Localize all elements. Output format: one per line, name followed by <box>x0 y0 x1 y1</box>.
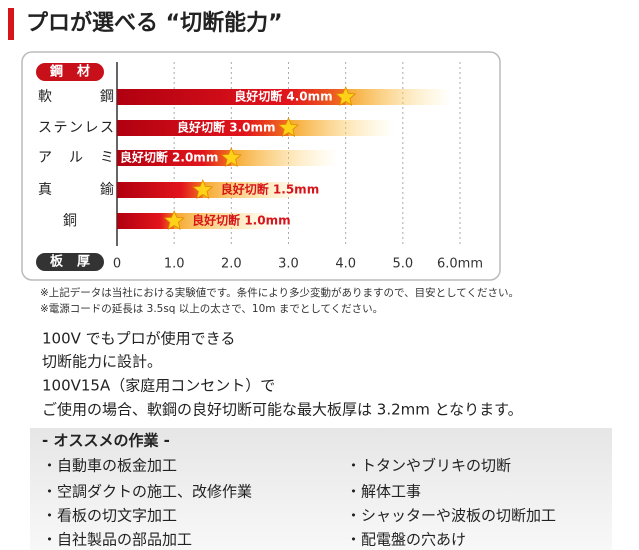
recommend-item: ・看板の切文字加工 <box>42 507 177 525</box>
value-label: 良好切断 1.0mm <box>192 213 290 228</box>
description: 100V15A（家庭用コンセント）で <box>42 377 275 395</box>
x-tick-label: 5.0 <box>392 257 413 272</box>
bar-glow <box>227 150 338 166</box>
bar <box>117 182 203 198</box>
description: 切断能力に設計。 <box>42 353 162 371</box>
x-tick-label: 4.0 <box>335 257 356 272</box>
star <box>192 178 214 199</box>
recommend-box <box>30 428 612 550</box>
x-tick-label: 3.0 <box>278 257 299 272</box>
recommend-item: ・解体工事 <box>346 483 421 501</box>
y-tick-label: 銅 <box>63 213 77 229</box>
bar-glow <box>284 120 395 136</box>
bar-glow <box>170 213 281 229</box>
title-accent <box>8 8 14 40</box>
note: ※電源コードの延長は 3.5sq 以上の太さで、10m までとしてください。 <box>40 302 383 315</box>
recommend-item: ・シャッターや波板の切断加工 <box>346 507 556 525</box>
value-label: 良好切断 4.0mm <box>234 89 332 104</box>
value-label: 良好切断 3.0mm <box>177 120 275 135</box>
star <box>278 116 299 137</box>
bar <box>117 213 175 229</box>
star <box>335 85 357 106</box>
bar <box>117 150 232 166</box>
recommend-item: ・自社製品の部品加工 <box>42 531 192 549</box>
star <box>163 209 185 230</box>
recommend-item: ・配電盤の穴あけ <box>346 531 466 549</box>
bar-glow <box>341 89 452 105</box>
recommend-heading: - オススメの作業 - <box>42 432 170 450</box>
star <box>220 146 242 167</box>
description: ご使用の場合、軟鋼の良好切断可能な最大板厚は 3.2mm となります。 <box>42 401 523 419</box>
recommend-item: ・トタンやブリキの切断 <box>346 457 511 475</box>
x-tick-label: 6.0mm <box>437 257 483 272</box>
value-label: 良好切断 1.5mm <box>221 182 319 197</box>
recommend-item: ・空調ダクトの施工、改修作業 <box>42 483 252 501</box>
y-tick-label: ステンレス <box>38 120 114 136</box>
note: ※上記データは当社における実験値です。条件により多少変動がありますので、目安とし… <box>40 286 519 299</box>
bar <box>117 120 289 136</box>
bar <box>117 89 346 105</box>
recommend-item: ・自動車の板金加工 <box>42 457 177 475</box>
bar-glow <box>198 182 309 198</box>
y-axis-pill <box>36 63 104 81</box>
value-label: 良好切断 2.0mm <box>120 150 218 165</box>
y-tick-label: アルミ <box>38 150 114 166</box>
x-tick-label: 0 <box>113 257 121 272</box>
description: 100V でもプロが使用できる <box>42 330 235 348</box>
x-tick-label: 1.0 <box>164 257 185 272</box>
chart-title: プロが選べる “切断能力” <box>26 10 283 36</box>
x-tick-label: 2.0 <box>221 257 242 272</box>
x-axis-pill <box>36 253 104 271</box>
